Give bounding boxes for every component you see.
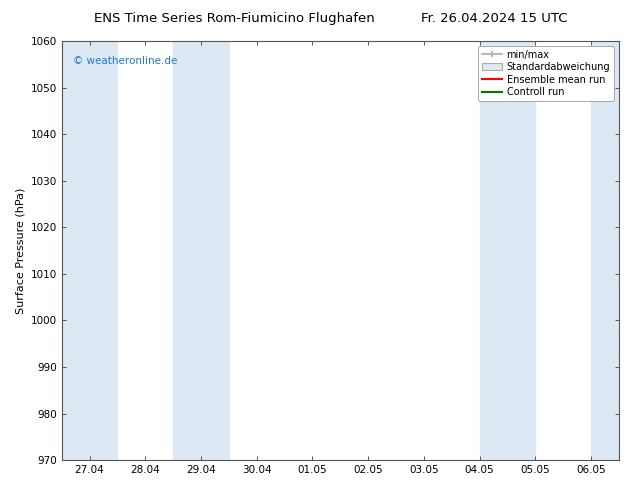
Legend: min/max, Standardabweichung, Ensemble mean run, Controll run: min/max, Standardabweichung, Ensemble me…: [479, 46, 614, 101]
Text: Fr. 26.04.2024 15 UTC: Fr. 26.04.2024 15 UTC: [421, 12, 568, 25]
Bar: [480, 41, 535, 460]
Bar: [591, 41, 619, 460]
Bar: [61, 41, 117, 460]
Y-axis label: Surface Pressure (hPa): Surface Pressure (hPa): [15, 187, 25, 314]
Bar: [173, 41, 229, 460]
Text: © weatheronline.de: © weatheronline.de: [73, 56, 177, 66]
Text: ENS Time Series Rom-Fiumicino Flughafen: ENS Time Series Rom-Fiumicino Flughafen: [94, 12, 375, 25]
